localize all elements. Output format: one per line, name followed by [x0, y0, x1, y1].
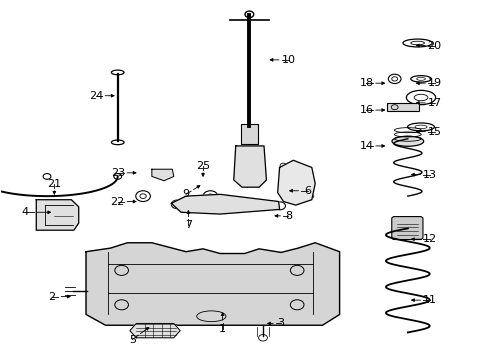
Polygon shape	[130, 323, 180, 338]
Text: 20: 20	[427, 41, 441, 50]
Text: 13: 13	[422, 170, 436, 180]
FancyBboxPatch shape	[391, 217, 422, 239]
Polygon shape	[171, 194, 279, 214]
Ellipse shape	[391, 136, 423, 146]
Text: 16: 16	[359, 105, 373, 115]
Text: 24: 24	[88, 91, 102, 101]
Text: 23: 23	[110, 168, 124, 178]
Polygon shape	[152, 169, 173, 181]
Text: 14: 14	[359, 141, 373, 151]
Text: 11: 11	[422, 295, 436, 305]
Text: 6: 6	[304, 186, 311, 196]
Text: 1: 1	[219, 324, 225, 334]
Text: 18: 18	[359, 78, 373, 88]
Text: 5: 5	[128, 334, 136, 345]
Text: 21: 21	[47, 179, 61, 189]
Text: 25: 25	[196, 161, 210, 171]
Text: 12: 12	[422, 234, 436, 244]
Text: 10: 10	[281, 55, 295, 65]
Polygon shape	[277, 160, 315, 205]
Text: 15: 15	[427, 127, 441, 136]
Bar	[241, 125, 257, 144]
Bar	[386, 103, 418, 111]
Polygon shape	[36, 200, 79, 230]
Text: 22: 22	[110, 197, 124, 207]
Text: 9: 9	[182, 189, 189, 199]
Text: 3: 3	[277, 319, 284, 328]
Text: 7: 7	[184, 220, 192, 230]
Text: 2: 2	[48, 292, 55, 302]
Polygon shape	[86, 243, 339, 325]
Text: 4: 4	[21, 207, 29, 217]
Text: 19: 19	[427, 78, 441, 88]
Polygon shape	[233, 146, 266, 187]
Text: 17: 17	[427, 98, 441, 108]
Text: 8: 8	[284, 211, 291, 221]
